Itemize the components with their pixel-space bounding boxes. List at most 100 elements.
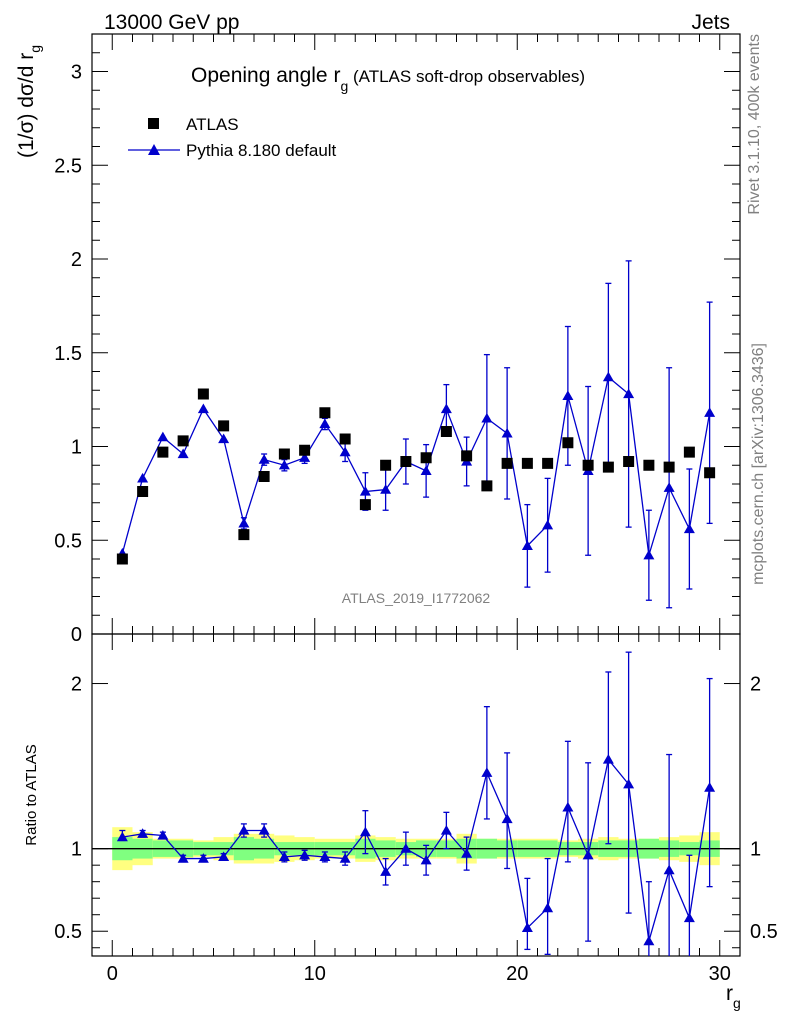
jets-label: Jets [691, 11, 730, 34]
ratio-point [521, 922, 533, 933]
x-tick-label: 0 [107, 963, 118, 985]
atlas-point [420, 452, 432, 464]
pythia-point [420, 465, 432, 475]
pythia-point [643, 549, 655, 560]
atlas-point [197, 388, 209, 400]
atlas-point [461, 450, 473, 462]
atlas-point [319, 407, 331, 419]
pythia-point [380, 484, 392, 494]
atlas-point [562, 437, 574, 449]
pythia-point [218, 433, 230, 444]
ratio-y-tick-label-left: 0.5 [54, 921, 82, 943]
x-axis-label-subscript: g [733, 995, 741, 1011]
pythia-point [299, 452, 311, 462]
legend-pythia-marker [148, 144, 160, 155]
x-tick-labels: 0 10 20 30 [107, 963, 731, 985]
atlas-point [218, 420, 230, 432]
main-y-tick-label: 3 [71, 62, 82, 84]
atlas-point [440, 426, 452, 437]
pythia-line [121, 375, 711, 556]
ratio-point [420, 854, 432, 865]
atlas-point [582, 459, 594, 471]
ratio-point [197, 853, 209, 863]
main-y-tick-label: 2.5 [54, 155, 82, 177]
atlas-point [400, 456, 412, 467]
mcplots-label: mcplots.cern.ch [arXiv:1306.3436] [750, 343, 767, 585]
legend-pythia-label: Pythia 8.180 default [186, 141, 337, 160]
ratio-y-tick-label-left: 2 [71, 674, 82, 696]
ratio-point [137, 828, 149, 838]
ratio-y-tick-label-left: 1 [71, 839, 82, 861]
analysis-watermark: ATLAS_2019_I1772062 [342, 590, 491, 606]
rivet-version-label: Rivet 3.1.10, 400k events [746, 34, 763, 215]
ratio-point [278, 851, 290, 862]
pythia-point [683, 523, 695, 534]
atlas-point [704, 467, 716, 479]
ratio-point [440, 825, 452, 835]
pythia-point [602, 371, 614, 382]
ratio-point [542, 902, 554, 913]
x-tick-label: 30 [709, 963, 731, 985]
ratio-point [582, 849, 594, 860]
atlas-point [137, 486, 149, 497]
ratio-point [238, 825, 250, 835]
plot-title: Opening angle rg (ATLAS soft-drop observ… [191, 64, 585, 94]
main-y-axis-label-subscript: g [27, 45, 43, 53]
pythia-series [116, 260, 716, 609]
atlas-series [116, 388, 716, 565]
plot-title-rest: (ATLAS soft-drop observables) [348, 67, 585, 86]
legend: ATLAS Pythia 8.180 default [128, 115, 337, 160]
atlas-point [157, 446, 169, 458]
ratio-point [380, 866, 392, 876]
ratio-point [359, 826, 371, 837]
ratio-plot-panel: 0.5 0.5 1 1 2 2 0 10 20 30 Ratio to ATLAS rg [23, 633, 778, 1011]
ratio-y-tick-label-right: 1 [750, 839, 761, 861]
pythia-point [440, 403, 452, 414]
pythia-point [319, 418, 331, 429]
main-y-tick-label: 0 [71, 624, 82, 646]
ratio-point [218, 851, 230, 862]
x-tick-label: 10 [304, 963, 326, 985]
main-plot-y-tick-labels: 0 0.5 1 1.5 2 2.5 3 [54, 62, 82, 647]
pythia-point [481, 412, 493, 423]
atlas-point [521, 457, 533, 469]
main-y-tick-label: 2 [71, 249, 82, 271]
main-plot-ticks [92, 33, 740, 635]
x-axis-label: rg [726, 982, 741, 1011]
atlas-point [359, 499, 371, 511]
x-axis-label-text: r [726, 982, 733, 1005]
atlas-point [116, 553, 128, 565]
ratio-point [481, 767, 493, 777]
pythia-point [521, 540, 533, 550]
ratio-point [501, 813, 513, 824]
pythia-point [542, 519, 554, 530]
atlas-point [643, 459, 655, 471]
pythia-point [278, 459, 290, 470]
pythia-point [359, 486, 371, 496]
ratio-point [299, 849, 311, 860]
legend-atlas-marker [148, 118, 159, 129]
ratio-point [461, 848, 473, 858]
ratio-series [116, 651, 716, 956]
plot-title-subscript: g [340, 78, 348, 94]
main-y-axis-label-text: (1/σ) dσ/d r [15, 53, 38, 158]
ratio-point [663, 864, 675, 875]
atlas-point [258, 471, 270, 482]
ratio-point [562, 801, 574, 812]
ratio-point [623, 778, 635, 789]
atlas-point [177, 435, 189, 447]
pythia-point [197, 403, 209, 414]
ratio-point [116, 831, 128, 842]
energy-label: 13000 GeV pp [104, 11, 239, 34]
pythia-point [663, 482, 675, 492]
ratio-point [400, 843, 412, 853]
pythia-point [157, 431, 169, 442]
ratio-point [339, 853, 351, 863]
ratio-y-tick-labels: 0.5 0.5 1 1 2 2 [54, 674, 778, 944]
ratio-line [122, 758, 711, 942]
ratio-point [683, 912, 695, 923]
plot-title-main: Opening angle r [191, 64, 340, 87]
pythia-point [623, 388, 635, 399]
pythia-point [562, 390, 574, 400]
